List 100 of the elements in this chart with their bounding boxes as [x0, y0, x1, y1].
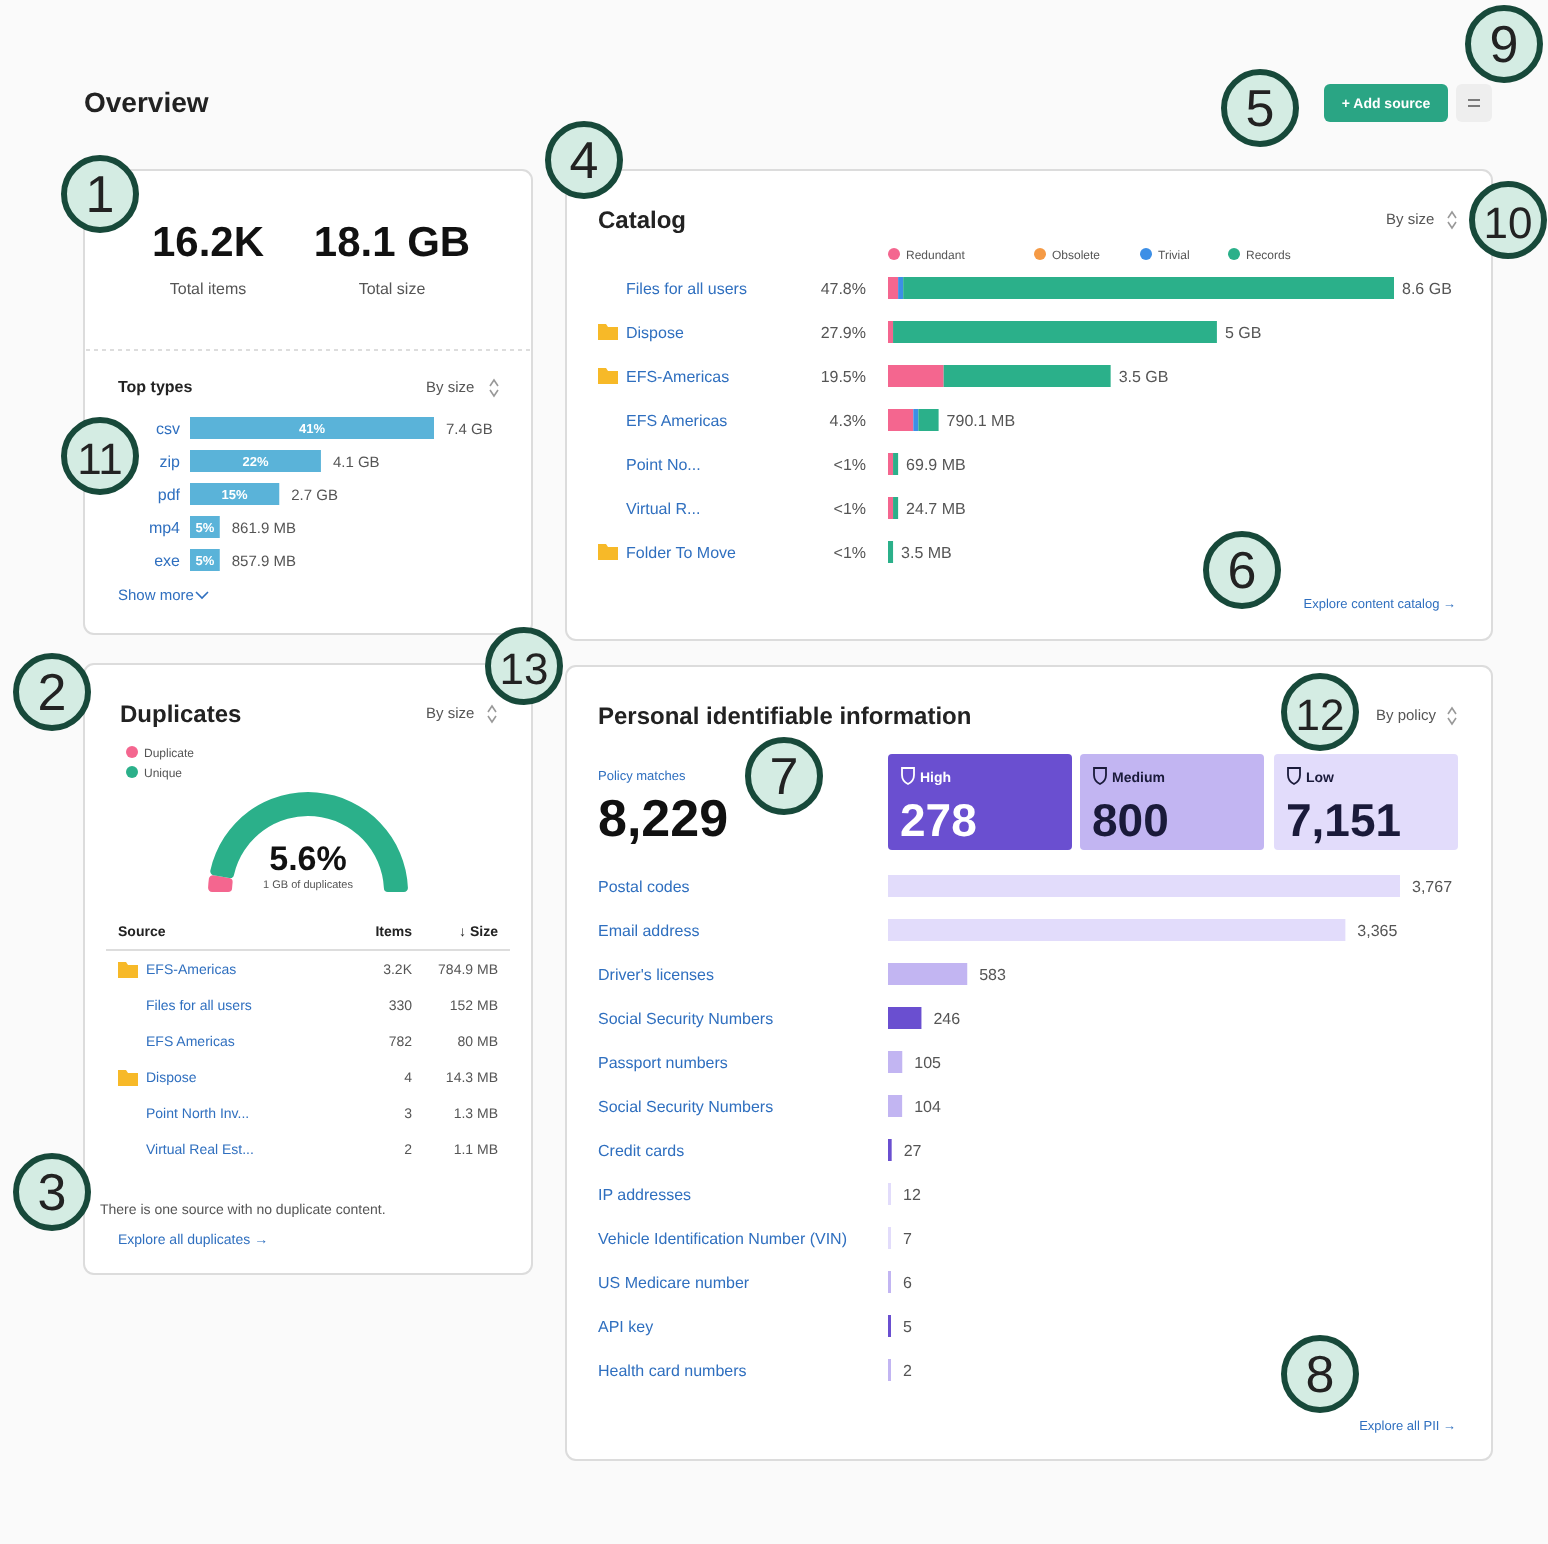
text: 5 — [1245, 78, 1275, 138]
y-tick-label: zip — [159, 453, 182, 471]
bar — [888, 541, 894, 563]
bar — [190, 450, 321, 472]
text: 7,151 — [1286, 794, 1402, 846]
y-tick-label: Dispose — [626, 324, 685, 342]
y-tick-label: API key — [598, 1318, 654, 1336]
bar — [888, 1051, 903, 1073]
text: 11 — [77, 434, 123, 484]
data-label: 12 — [903, 1186, 922, 1204]
bar — [190, 483, 280, 505]
data-label: 3,365 — [1357, 922, 1399, 940]
text: <1% — [833, 544, 866, 562]
text: 8.6 GB — [1402, 280, 1452, 298]
bar — [898, 277, 904, 299]
annotation: 24.7 MB — [906, 500, 966, 518]
data-label: 104 — [914, 1098, 942, 1116]
annotation: 8 — [1305, 1344, 1335, 1404]
data-label: 5 — [903, 1318, 913, 1336]
text: <1% — [833, 456, 866, 474]
bar — [888, 497, 894, 519]
annotation: 790.1 MB — [946, 412, 1016, 430]
text: 9 — [1489, 14, 1519, 74]
y-tick-label: pdf — [157, 486, 182, 504]
data-label: 6 — [903, 1274, 913, 1292]
bar — [888, 321, 894, 343]
y-tick-label: exe — [154, 552, 182, 570]
y-tick-label: Folder To Move — [626, 544, 738, 562]
bar — [888, 919, 1346, 941]
bar — [888, 453, 894, 475]
y-tick-label: Email address — [598, 922, 700, 940]
text: Overview — [84, 86, 209, 118]
bar — [888, 875, 1400, 897]
data-label: 2 — [903, 1362, 913, 1380]
bar — [888, 365, 944, 387]
data-label: 3,767 — [1412, 878, 1454, 896]
text: 278 — [900, 794, 978, 846]
text: <1% — [833, 500, 866, 518]
text: 18.1 GB — [313, 220, 471, 266]
text: Total items — [169, 280, 247, 298]
annotation: 6 — [1227, 540, 1257, 600]
bar — [893, 321, 1217, 343]
y-tick-label: mp4 — [148, 519, 182, 537]
annotation: 69.9 MB — [906, 456, 966, 474]
data-label: 583 — [979, 966, 1008, 984]
annotation: 5 GB — [1224, 324, 1262, 342]
y-tick-label: Social Security Numbers — [598, 1098, 774, 1116]
y-tick-label: Point No... — [626, 456, 701, 474]
chart-title: Personal identifiable information — [598, 702, 972, 730]
y-tick-label: EFS-Americas — [626, 368, 730, 386]
data-label: 246 — [933, 1010, 962, 1028]
text: 19.5% — [820, 368, 866, 386]
text: 12 — [1295, 690, 1345, 740]
y-tick-label: US Medicare number — [598, 1274, 750, 1292]
y-tick-label: Vehicle Identification Number (VIN) — [598, 1230, 848, 1248]
y-tick-label: Health card numbers — [598, 1362, 747, 1380]
text: 3 — [37, 1162, 67, 1222]
chart-title: Top types — [118, 378, 194, 396]
bar — [888, 409, 914, 431]
text: 47.8% — [820, 280, 866, 298]
data-label: 7 — [903, 1230, 913, 1248]
bar — [903, 277, 1394, 299]
bar — [888, 963, 968, 985]
y-tick-label: Postal codes — [598, 878, 690, 896]
data-label: 27 — [903, 1142, 923, 1160]
text: 800 — [1092, 794, 1169, 846]
bar — [190, 417, 434, 439]
text: Catalog — [598, 206, 687, 234]
y-tick-label: Credit cards — [598, 1142, 685, 1160]
text: Total size — [358, 280, 427, 298]
text: 13 — [499, 644, 549, 694]
bar — [943, 365, 1111, 387]
y-tick-label: Files for all users — [626, 280, 747, 298]
text: 4.3% — [829, 412, 866, 430]
bar — [918, 409, 939, 431]
data-label: 105 — [914, 1054, 943, 1072]
y-tick-label: IP addresses — [598, 1186, 692, 1204]
y-tick-label: Virtual R... — [626, 500, 701, 518]
text: 10 — [1483, 198, 1533, 248]
y-tick-label: Driver's licenses — [598, 966, 714, 984]
text: 5.6% — [269, 840, 347, 878]
text: 16.2K — [151, 220, 265, 266]
annotation: 3.5 GB — [1118, 368, 1169, 386]
bar — [888, 1007, 922, 1029]
bar — [888, 1095, 903, 1117]
bar — [893, 453, 899, 475]
bar — [893, 497, 899, 519]
annotation: 3.5 MB — [901, 544, 952, 562]
text: 27.9% — [820, 324, 866, 342]
text: 4 — [569, 130, 599, 190]
text: 2 — [37, 662, 67, 722]
y-tick-label: EFS Americas — [626, 412, 728, 430]
text: 7 — [769, 746, 799, 806]
y-tick-label: csv — [156, 420, 180, 438]
chart-title: Duplicates — [120, 700, 243, 728]
bar — [888, 277, 899, 299]
y-tick-label: Social Security Numbers — [598, 1010, 774, 1028]
y-tick-label: Passport numbers — [598, 1054, 728, 1072]
text: 8,229 — [598, 788, 729, 848]
bar — [913, 409, 919, 431]
